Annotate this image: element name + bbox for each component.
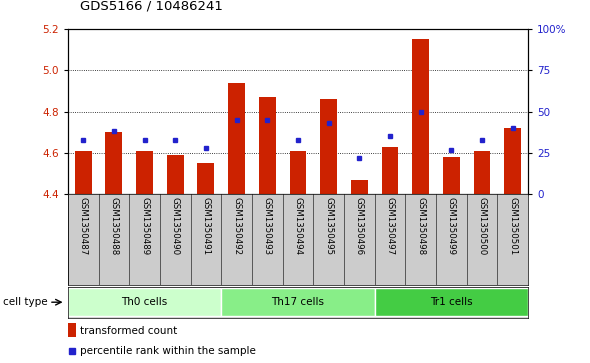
Text: cell type: cell type: [3, 297, 48, 307]
Bar: [75, 151, 91, 194]
Bar: [504, 128, 521, 194]
Text: GSM1350487: GSM1350487: [78, 197, 88, 255]
Text: GSM1350495: GSM1350495: [324, 197, 333, 255]
Bar: [228, 83, 245, 194]
Bar: [68, 323, 76, 338]
Bar: [68, 288, 221, 316]
Text: GSM1350493: GSM1350493: [263, 197, 272, 255]
Bar: [106, 132, 122, 194]
Text: GSM1350491: GSM1350491: [201, 197, 211, 255]
Text: GSM1350498: GSM1350498: [416, 197, 425, 255]
Bar: [167, 155, 183, 194]
Bar: [412, 39, 429, 194]
Text: GSM1350497: GSM1350497: [385, 197, 395, 255]
Bar: [443, 157, 460, 194]
Text: GDS5166 / 10486241: GDS5166 / 10486241: [80, 0, 222, 13]
Text: GSM1350488: GSM1350488: [109, 197, 119, 255]
Text: GSM1350501: GSM1350501: [508, 197, 517, 255]
Bar: [290, 151, 306, 194]
Text: GSM1350500: GSM1350500: [477, 197, 487, 255]
Text: GSM1350489: GSM1350489: [140, 197, 149, 255]
Bar: [259, 97, 276, 194]
Text: percentile rank within the sample: percentile rank within the sample: [80, 346, 256, 356]
Text: GSM1350490: GSM1350490: [171, 197, 180, 255]
Text: GSM1350494: GSM1350494: [293, 197, 303, 255]
Text: Th17 cells: Th17 cells: [271, 297, 325, 307]
Bar: [474, 151, 490, 194]
Bar: [382, 147, 398, 194]
Text: GSM1350499: GSM1350499: [447, 197, 456, 255]
Text: GSM1350496: GSM1350496: [355, 197, 364, 255]
Bar: [221, 288, 375, 316]
Bar: [136, 151, 153, 194]
Text: transformed count: transformed count: [80, 326, 178, 336]
Text: Tr1 cells: Tr1 cells: [430, 297, 473, 307]
Bar: [320, 99, 337, 194]
Bar: [198, 163, 214, 194]
Text: Th0 cells: Th0 cells: [122, 297, 168, 307]
Bar: [375, 288, 528, 316]
Bar: [351, 180, 368, 194]
Text: GSM1350492: GSM1350492: [232, 197, 241, 255]
